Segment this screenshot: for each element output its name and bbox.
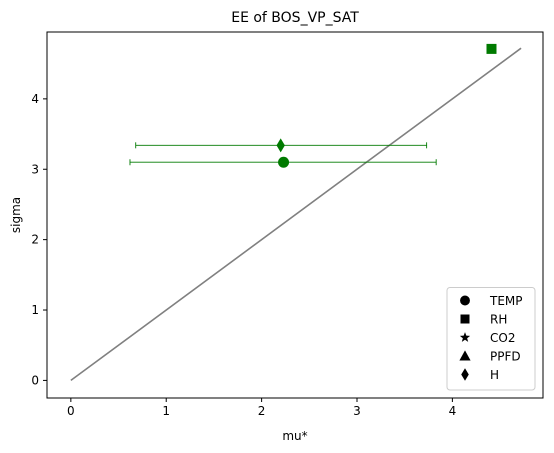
y-tick-label: 0 [31,373,39,387]
legend-label-temp: TEMP [489,294,523,308]
legend: TEMP RH CO2 PPFD H [446,287,536,391]
x-tick-label: 1 [162,404,170,418]
legend-label-ppfd: PPFD [490,350,521,364]
y-tick-label: 3 [31,162,39,176]
point-h [276,138,285,153]
legend-marker-co2 [459,332,471,342]
x-axis-label: mu* [282,429,307,443]
x-tick-label: 4 [449,404,457,418]
x-tick-label: 2 [258,404,266,418]
point-rh [486,43,497,54]
x-tick-label: 0 [67,404,75,418]
data-points [276,43,497,168]
y-tick-label: 1 [31,303,39,317]
legend-label-h: H [490,368,499,382]
x-tick-label: 3 [353,404,361,418]
y-axis-ticks: 0 1 2 3 4 [31,92,47,387]
reference-line-group [70,47,522,382]
chart-title: EE of BOS_VP_SAT [231,10,359,26]
legend-label-rh: RH [490,313,507,327]
legend-marker-ppfd [459,350,471,361]
legend-label-co2: CO2 [490,331,515,345]
legend-marker-h [461,368,469,381]
legend-marker-rh [460,314,470,324]
point-temp [278,156,290,168]
reference-line [70,47,522,382]
x-axis-ticks: 0 1 2 3 4 [67,398,456,418]
legend-box [446,287,536,391]
y-tick-label: 4 [31,92,39,106]
y-axis-label: sigma [9,197,23,233]
y-tick-label: 2 [31,233,39,247]
legend-marker-temp [460,295,470,306]
